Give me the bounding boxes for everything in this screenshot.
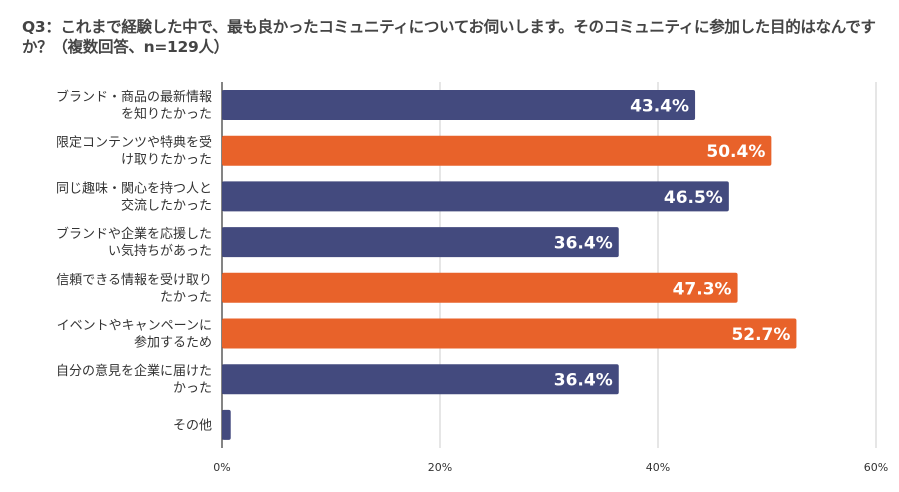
bar [222,90,696,120]
category-label: い気持ちがあった [108,243,212,259]
bar [222,318,797,349]
category-label: イベントやキャンペーンに [57,319,212,334]
bar-value-label: 43.4% [630,97,689,117]
x-tick-label: 0% [213,461,230,474]
category-label: かった [173,381,212,396]
bar-value-label: 50.4% [706,142,765,162]
bar [222,227,619,258]
category-label: 限定コンテンツや特典を受 [56,136,212,151]
category-label: ブランドや企業を応援した [56,226,212,242]
bar-value-label: 46.5% [664,188,723,208]
category-label: を知りたかった [121,106,212,122]
category-label: ブランド・商品の最新情報 [56,89,212,105]
bar [222,135,772,166]
bar-value-label: 52.7% [731,325,790,345]
category-label: 同じ趣味・関心を持つ人と [56,181,212,196]
x-tick-label: 40% [646,461,670,474]
bar-value-label: 36.4% [554,371,613,391]
category-label: 信頼できる情報を受け取り [56,273,212,288]
bar-value-label: 47.3% [673,279,732,299]
bar [222,364,619,395]
bar-value-label: 36.4% [554,234,613,254]
category-label: 参加するため [134,335,212,351]
chart-title: Q3：これまで経験した中で、最も良かったコミュニティについてお伺いします。そのコ… [22,18,876,56]
x-tick-label: 20% [428,461,452,474]
bar [222,272,738,303]
bar [222,409,231,440]
category-label: 交流したかった [121,197,212,213]
category-label: たかった [160,290,212,305]
category-label: け取りたかった [121,153,212,168]
x-tick-label: 60% [864,461,888,474]
category-label: その他 [173,418,212,433]
category-label: 自分の意見を企業に届けた [56,363,212,379]
bar [222,181,729,212]
